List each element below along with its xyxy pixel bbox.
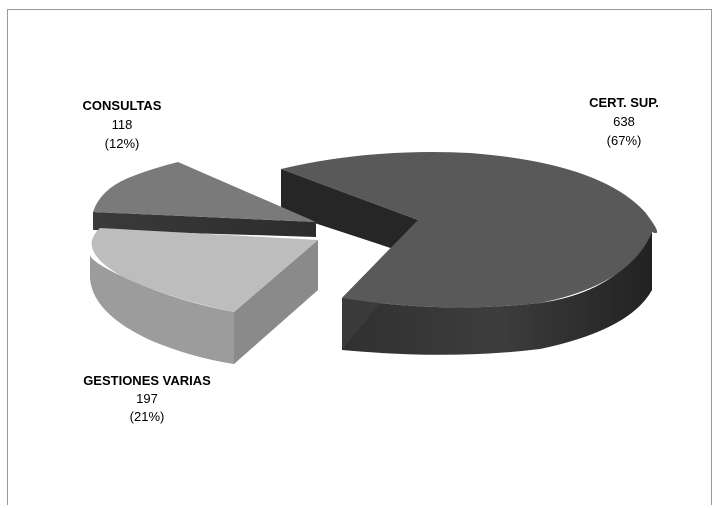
label-cert-sup-value: 638 (613, 114, 635, 129)
data-labels: CERT. SUP. 638 (67%) CONSULTAS 118 (12%)… (83, 95, 659, 424)
label-gestiones-varias: GESTIONES VARIAS 197 (21%) (83, 373, 211, 424)
label-consultas: CONSULTAS 118 (12%) (83, 98, 162, 151)
label-consultas-percent: (12%) (105, 136, 140, 151)
label-cert-sup-percent: (67%) (607, 133, 642, 148)
label-gestiones-value: 197 (136, 391, 158, 406)
label-gestiones-percent: (21%) (130, 409, 165, 424)
label-gestiones-name: GESTIONES VARIAS (83, 373, 211, 388)
label-cert-sup-name: CERT. SUP. (589, 95, 659, 110)
slice-gestiones-varias (90, 228, 318, 364)
slice-cert-sup (281, 152, 658, 355)
label-consultas-name: CONSULTAS (83, 98, 162, 113)
label-cert-sup: CERT. SUP. 638 (67%) (589, 95, 659, 148)
label-consultas-value: 118 (112, 117, 133, 132)
